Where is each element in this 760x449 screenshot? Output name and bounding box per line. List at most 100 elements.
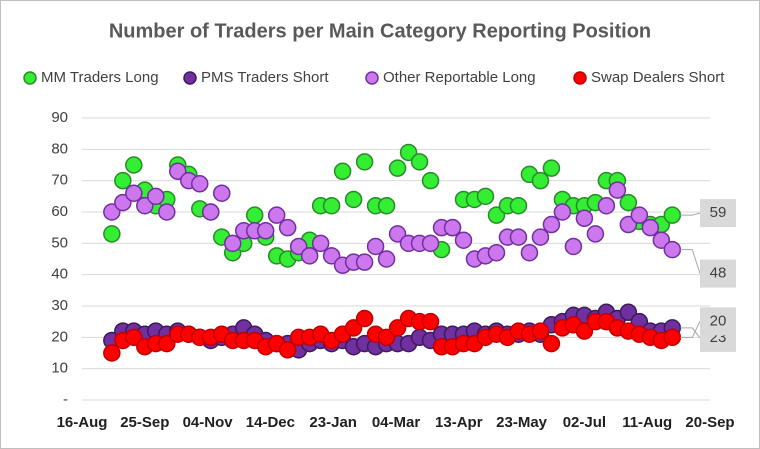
data-point (619, 193, 638, 212)
data-point (355, 153, 374, 171)
data-point (223, 234, 242, 253)
x-tick-label: 02-Jul (563, 414, 606, 431)
x-tick-label: 13-Apr (435, 414, 483, 431)
x-tick-label: 04-Mar (372, 414, 421, 431)
data-point (366, 237, 385, 256)
x-tick-label: 16-Aug (57, 414, 108, 431)
data-point (114, 193, 132, 212)
data-point (619, 215, 638, 234)
data-point (652, 231, 671, 249)
data-point (487, 206, 506, 224)
y-tick-label: 70 (51, 172, 68, 189)
legend-label: Other Reportable Long (383, 69, 536, 86)
label-box (700, 259, 736, 288)
data-point (542, 334, 561, 353)
data-point (663, 240, 682, 259)
y-tick-label: 90 (51, 109, 68, 126)
data-point (377, 196, 396, 215)
data-point (158, 203, 176, 221)
data-point (509, 196, 528, 215)
x-tick-label: 25-Sep (120, 414, 169, 431)
data-point (388, 225, 407, 243)
data-point (663, 206, 682, 224)
x-tick-label: 20-Sep (685, 414, 734, 431)
legend-label: MM Traders Long (41, 69, 159, 86)
data-point (191, 175, 209, 193)
data-label: 20 (710, 312, 727, 329)
data-point (377, 328, 396, 347)
legend-marker (23, 71, 37, 85)
y-tick-label: 60 (51, 203, 68, 220)
data-point (531, 171, 550, 190)
label-leader (680, 321, 701, 338)
label-box (700, 307, 736, 336)
x-tick-label: 23-Jan (309, 414, 357, 431)
data-point (103, 344, 121, 362)
data-point (344, 319, 363, 337)
data-point (256, 222, 275, 240)
x-tick-label: 04-Nov (183, 414, 234, 431)
data-point (454, 231, 473, 249)
data-point (421, 234, 440, 253)
data-point (641, 218, 660, 237)
data-point (487, 243, 506, 262)
data-point (608, 181, 627, 199)
data-point (586, 225, 605, 243)
data-point (311, 234, 330, 253)
y-tick-label: 30 (51, 297, 68, 314)
data-point (531, 228, 550, 246)
data-point (114, 171, 132, 190)
data-point (136, 196, 154, 215)
data-point (267, 206, 286, 224)
data-point (575, 209, 594, 228)
data-point (289, 237, 308, 256)
x-tick-label: 11-Aug (622, 414, 672, 431)
data-point (509, 228, 528, 246)
x-tick-label: 23-May (496, 414, 548, 431)
y-tick-label: 10 (51, 360, 68, 377)
data-point (201, 203, 220, 221)
data-point (410, 153, 429, 171)
data-point (212, 184, 231, 202)
label-leader (680, 212, 701, 216)
legend-marker (183, 71, 197, 85)
data-point (388, 159, 407, 177)
data-label: 48 (710, 265, 727, 282)
data-point (333, 162, 352, 181)
data-point (542, 215, 561, 234)
data-point (278, 341, 297, 359)
data-point (125, 184, 143, 202)
data-point (421, 171, 440, 190)
data-point (300, 247, 319, 265)
data-point (619, 303, 638, 322)
y-tick-label: 50 (51, 234, 68, 251)
data-point (476, 187, 495, 206)
label-box (700, 199, 736, 228)
data-point (322, 247, 341, 265)
data-point (377, 250, 396, 268)
data-label: 59 (710, 204, 727, 221)
data-point (663, 328, 682, 347)
legend-marker (365, 71, 379, 85)
data-point (399, 143, 418, 162)
data-point (542, 159, 561, 177)
data-point (147, 187, 165, 206)
data-point (421, 312, 440, 331)
x-tick-label: 14-Dec (246, 414, 295, 431)
data-point (553, 203, 572, 221)
data-point (125, 156, 143, 174)
y-tick-label: 80 (51, 140, 68, 157)
data-point (278, 218, 297, 237)
y-tick-label: 20 (51, 328, 68, 345)
data-point (597, 196, 616, 215)
data-point (245, 206, 264, 224)
data-point (520, 243, 539, 262)
label-leader (680, 249, 701, 274)
data-point (630, 206, 649, 224)
data-point (388, 319, 407, 337)
data-point (125, 328, 143, 347)
legend-marker (573, 71, 587, 85)
data-point (169, 162, 187, 181)
data-point (355, 253, 374, 271)
